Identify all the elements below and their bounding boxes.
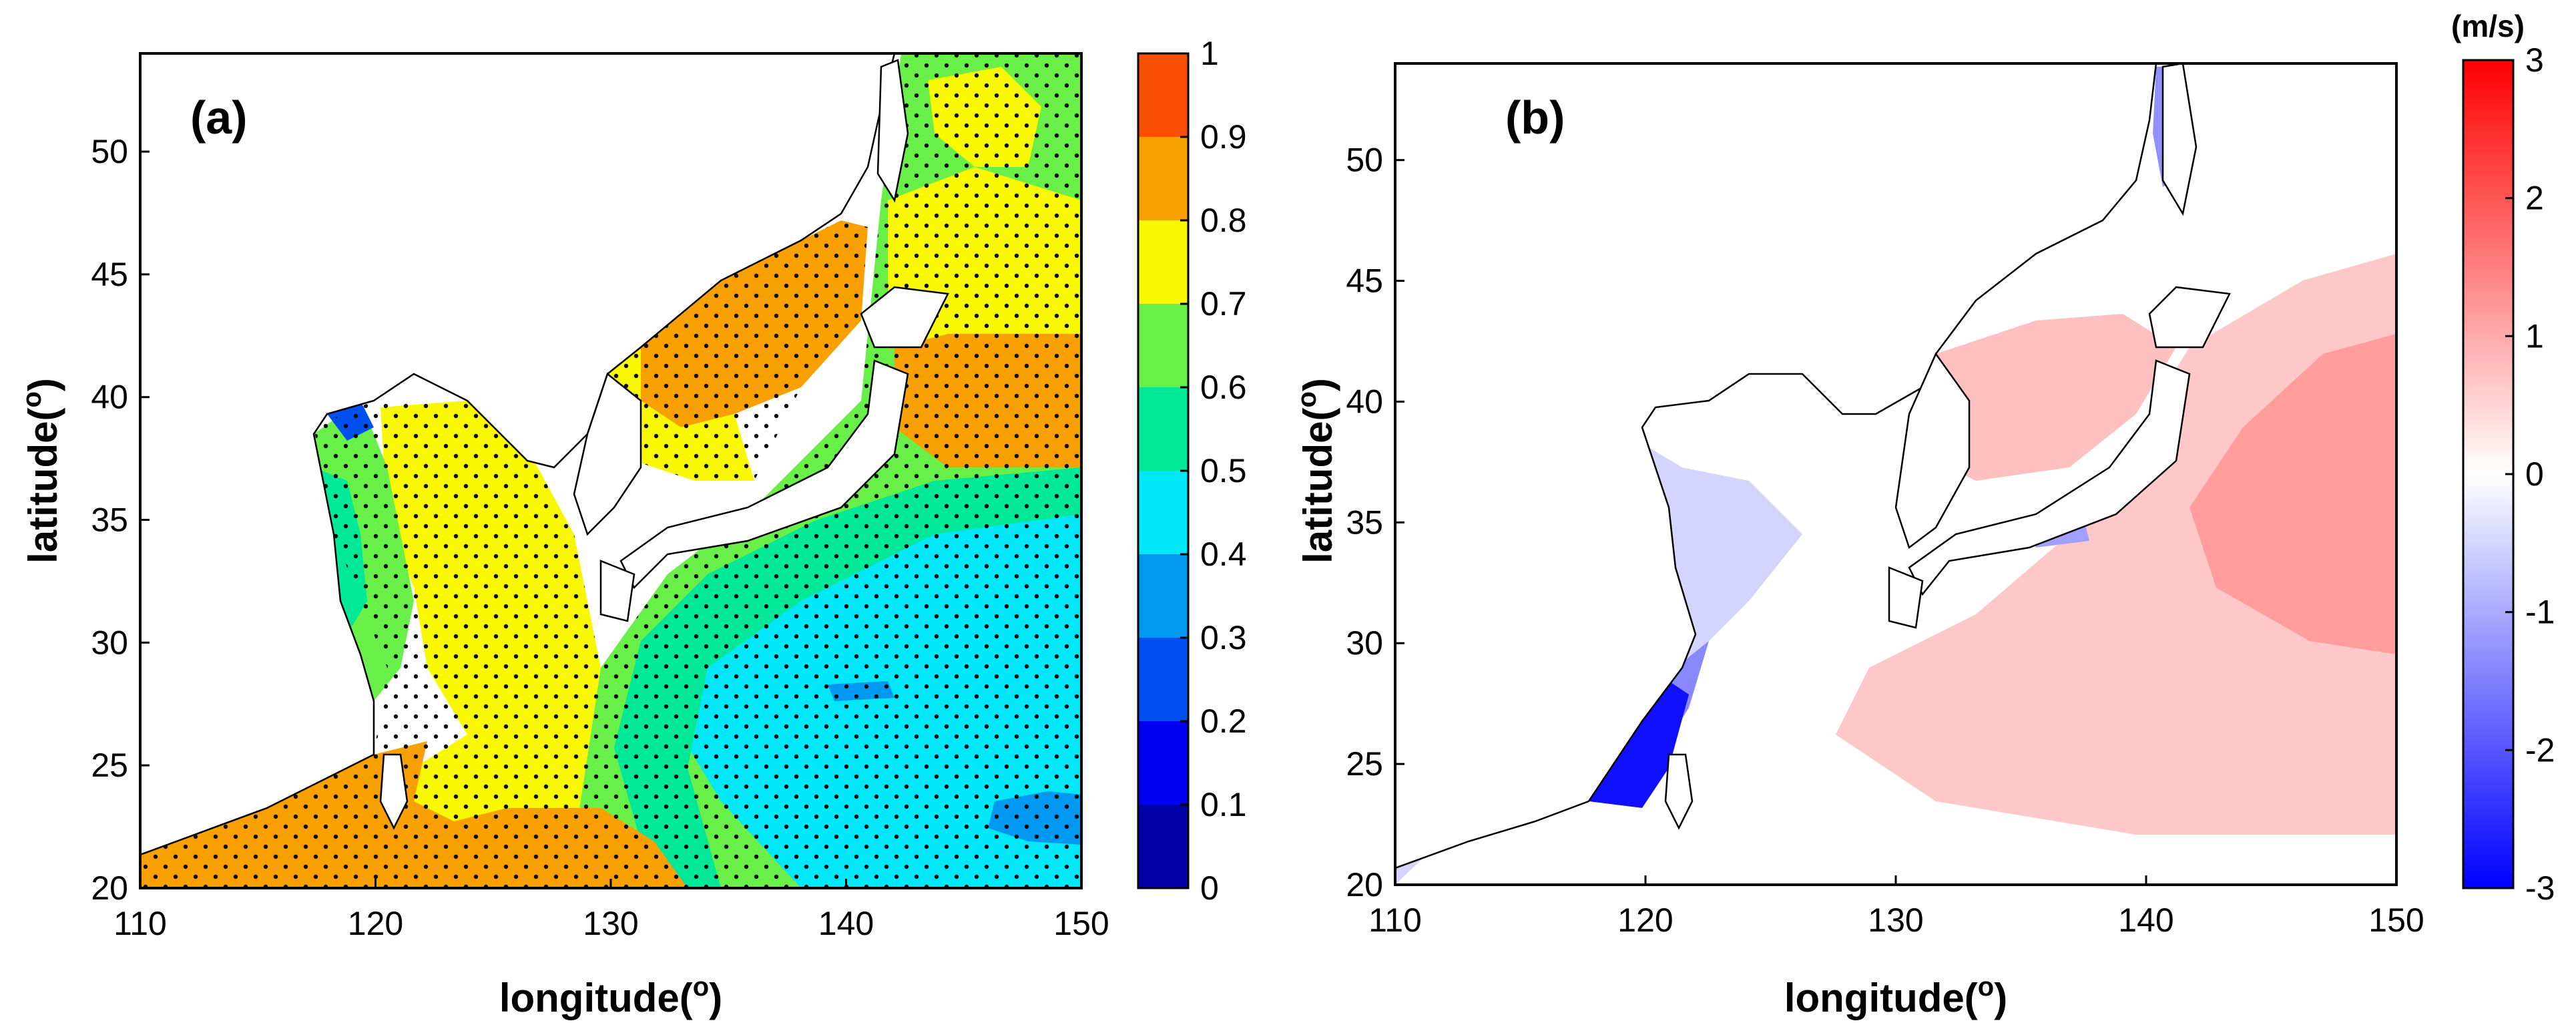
colorbar-a-level xyxy=(1138,721,1188,805)
y-tick-label-a: 40 xyxy=(91,379,128,416)
panel-label-a: (a) xyxy=(190,91,248,144)
y-tick-label-b: 35 xyxy=(1346,503,1383,541)
y-tick-labels-b: 20 25 30 35 40 45 50 xyxy=(1346,142,1404,903)
colorbar-a-tick-label: 0.1 xyxy=(1200,786,1247,823)
colorbar-b-tick-label: 3 xyxy=(2525,41,2544,79)
y-tick-label-a: 20 xyxy=(91,869,128,907)
colorbar-a-tick-label: 0.6 xyxy=(1200,369,1247,406)
panel-a: (a) 110 120 130 140 150 20 25 30 35 40 45 50 longi… xyxy=(17,35,1247,1020)
x-tick-label-a: 110 xyxy=(113,905,167,942)
colorbar-a-level xyxy=(1138,137,1188,220)
x-tick-label-b: 120 xyxy=(1617,901,1673,939)
land-hokkaido-a xyxy=(860,286,949,349)
x-tick-label-b: 140 xyxy=(2118,901,2173,939)
colorbar-a-tick-label: 0.3 xyxy=(1200,619,1247,656)
colorbar-a-tick-label: 0 xyxy=(1200,869,1219,907)
colorbar-a-level xyxy=(1138,554,1188,638)
field-b-pacific-core xyxy=(2189,334,2396,654)
land-kyushu-a xyxy=(599,560,635,622)
land-korea-a xyxy=(573,372,642,536)
colorbar-a-level xyxy=(1138,220,1188,304)
colorbar-a xyxy=(1138,53,1188,888)
colorbar-b xyxy=(2462,59,2515,889)
colorbar-a-level xyxy=(1138,805,1188,888)
land-mask-b xyxy=(1395,63,2231,869)
colorbar-a-tick-label: 1 xyxy=(1200,35,1219,72)
colorbar-b-tick-label: -3 xyxy=(2525,869,2555,907)
y-tick-label-b: 20 xyxy=(1346,866,1383,903)
colorbar-a-tick-label: 0.5 xyxy=(1200,452,1247,489)
land-asia-a xyxy=(140,53,896,856)
x-tick-label-a: 130 xyxy=(583,905,638,942)
y-tick-label-a: 45 xyxy=(91,256,128,293)
x-axis-label-b: longitude(o) xyxy=(1784,972,2007,1020)
y-axis-label-a: latitude(o) xyxy=(17,378,65,564)
panel-label-b: (b) xyxy=(1505,91,1565,144)
panel-b-field xyxy=(1395,63,2396,885)
y-tick-label-a: 35 xyxy=(91,501,128,539)
x-tick-labels-a: 110 120 130 140 150 xyxy=(113,879,1109,942)
x-tick-label-a: 150 xyxy=(1053,905,1109,942)
x-tick-label-b: 110 xyxy=(1368,901,1422,939)
colorbar-a-level xyxy=(1138,53,1188,137)
y-tick-label-a: 30 xyxy=(91,624,128,661)
land-mask-a xyxy=(140,53,949,856)
x-tick-label-a: 140 xyxy=(818,905,874,942)
y-tick-label-b: 50 xyxy=(1346,142,1383,179)
y-axis-label-b: latitude(o) xyxy=(1292,378,1340,564)
colorbar-a-level xyxy=(1138,387,1188,471)
y-tick-label-b: 40 xyxy=(1346,383,1383,420)
field-a-stippling-west xyxy=(140,401,601,888)
land-sakhalin-a xyxy=(876,59,909,203)
land-hokkaido-b xyxy=(2148,286,2231,349)
colorbar-a-tick-label: 0.9 xyxy=(1200,118,1247,156)
colorbar-a-tick-label: 0.4 xyxy=(1200,536,1247,573)
colorbar-b-tick-label: 1 xyxy=(2525,317,2544,355)
y-tick-label-b: 30 xyxy=(1346,624,1383,662)
y-tick-label-b: 45 xyxy=(1346,262,1383,300)
field-b-pacific-red xyxy=(1836,254,2396,835)
x-axis-label-a: longitude(o) xyxy=(499,972,722,1020)
colorbar-a-tick-label: 0.8 xyxy=(1200,202,1247,239)
colorbar-b-tick-label: -2 xyxy=(2525,731,2555,769)
x-tick-label-b: 150 xyxy=(2368,901,2424,939)
land-taiwan-a xyxy=(379,753,409,830)
colorbar-b-unit: (m/s) xyxy=(2451,9,2525,43)
land-korea-b xyxy=(1894,352,1971,550)
y-tick-label-a: 50 xyxy=(91,133,128,170)
colorbar-b-tick-label: -1 xyxy=(2525,594,2555,631)
colorbar-a-tick-labels: 0 0.1 0.2 0.3 0.4 0.5 0.6 0.7 0.8 0.9 1 xyxy=(1180,35,1247,907)
colorbar-a-tick-label: 0.2 xyxy=(1200,702,1247,740)
colorbar-a-level xyxy=(1138,638,1188,721)
y-tick-label-b: 25 xyxy=(1346,745,1383,783)
land-honshu-a xyxy=(619,359,909,590)
field-b-taiwan-blue xyxy=(1589,681,1689,808)
land-kyushu-b xyxy=(1888,566,1924,629)
land-taiwan-b xyxy=(1664,753,1694,830)
x-tick-label-b: 130 xyxy=(1868,901,1923,939)
x-tick-label-a: 120 xyxy=(348,905,403,942)
field-a-stippling-sea-of-japan xyxy=(601,220,868,481)
panel-a-field xyxy=(140,53,1081,888)
x-tick-labels-b: 110 120 130 140 150 xyxy=(1368,875,2424,939)
land-asia-b xyxy=(1395,63,2157,869)
y-tick-labels-a: 20 25 30 35 40 45 50 xyxy=(91,133,150,907)
colorbar-b-tick-label: 2 xyxy=(2525,180,2544,217)
colorbar-a-level xyxy=(1138,471,1188,554)
y-tick-label-a: 25 xyxy=(91,747,128,784)
land-honshu-b xyxy=(1908,359,2191,596)
colorbar-a-level xyxy=(1138,304,1188,387)
field-b-seaofjapan-red xyxy=(1922,314,2176,481)
colorbar-a-tick-label: 0.7 xyxy=(1200,285,1247,323)
colorbar-b-tick-label: 0 xyxy=(2525,455,2544,493)
colorbar-b-tick-labels: -3 -2 -1 0 1 2 3 xyxy=(2505,41,2555,907)
